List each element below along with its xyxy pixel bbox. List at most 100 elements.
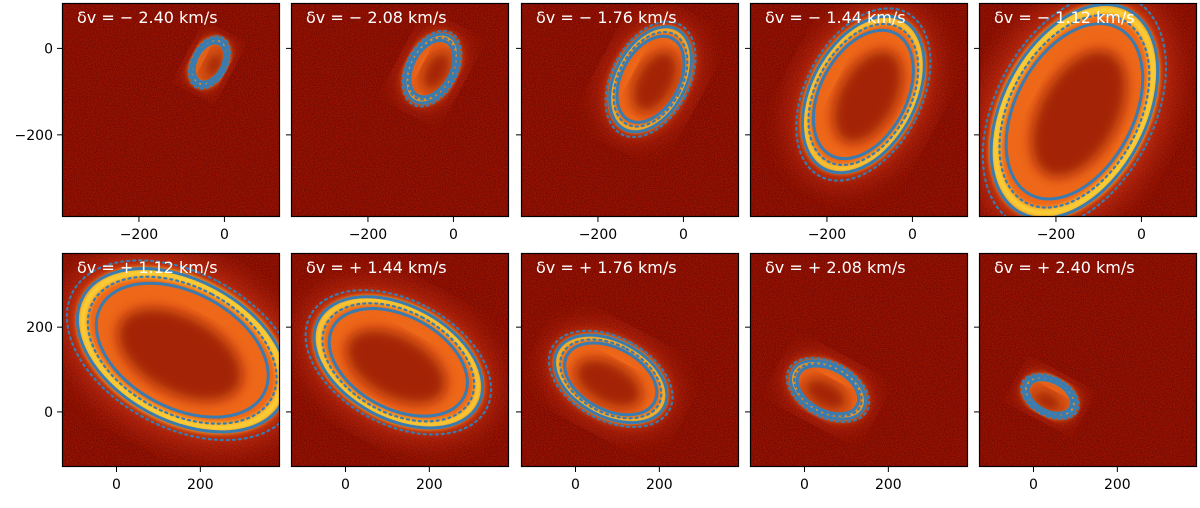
image-noise (291, 3, 509, 217)
emission-blob (62, 253, 280, 449)
x-tick-label: −200 (579, 227, 617, 243)
model-curve-dotted-outer (547, 329, 674, 429)
cavity (117, 307, 243, 402)
panel-frame (290, 252, 510, 468)
model-curve-outer (789, 359, 867, 421)
x-tick-label: −200 (808, 227, 846, 243)
panel-title: δv = + 2.08 km/s (765, 258, 906, 277)
panel-red-2: δv = + 1.44 km/s 0 200 (286, 252, 510, 493)
image-noise (979, 253, 1197, 467)
x-tick-label: 0 (1029, 477, 1038, 493)
model-curve-outer (403, 32, 461, 105)
model-curve-dotted-outer (65, 259, 280, 442)
x-tick-label: −200 (120, 227, 158, 243)
model-curve-dotted-inner (86, 275, 278, 425)
x-tick-label: 0 (341, 477, 350, 493)
y-tick-label: −200 (15, 128, 53, 144)
panel-frame (520, 2, 740, 218)
panel-title: δv = − 1.44 km/s (765, 8, 906, 27)
cavity (574, 358, 642, 409)
model-curve-dotted-outer (401, 29, 463, 108)
emission-rim (609, 26, 692, 132)
panel-title: δv = + 1.12 km/s (77, 258, 218, 277)
model-curve-inner (94, 281, 270, 419)
cavity (421, 50, 452, 92)
image-noise (62, 3, 280, 217)
panel-frame (520, 252, 740, 468)
model-curve-dotted-outer (1020, 372, 1080, 421)
model-curve-inner (327, 307, 469, 418)
model-curve-dotted-outer (795, 7, 932, 182)
cavity (803, 377, 848, 411)
model-curves (981, 3, 1168, 217)
cavity (345, 329, 447, 405)
model-curves (785, 356, 871, 424)
panel-title: δv = − 2.08 km/s (306, 8, 447, 27)
model-curve-inner (615, 34, 686, 124)
emission-rim (801, 16, 925, 173)
model-curves (304, 289, 493, 436)
panel-red-5: δv = + 2.40 km/s 0 200 (974, 252, 1198, 493)
model-curve-inner (1004, 22, 1145, 201)
model-curve-outer (1022, 374, 1078, 419)
model-curve-outer (989, 3, 1160, 217)
x-tick-label: 0 (220, 227, 229, 243)
x-tick-label: 0 (1137, 227, 1146, 243)
panel-frame (61, 252, 281, 468)
panel-frame (61, 2, 281, 218)
panel-frame (749, 252, 969, 468)
panel-grid: δv = − 2.40 km/s −200 0 0 −200 δv = − 2.08 km… (15, 2, 1198, 493)
panel-title: δv = − 2.40 km/s (77, 8, 218, 27)
panel-red-4: δv = + 2.08 km/s 0 200 (745, 252, 969, 493)
x-tick-label: 0 (908, 227, 917, 243)
emission-rim (314, 295, 483, 429)
model-curve-dotted-inner (998, 14, 1151, 209)
model-curve-dotted-inner (191, 39, 228, 86)
emission-rim (990, 4, 1159, 217)
model-curves (547, 329, 674, 429)
panel-title: δv = + 1.76 km/s (536, 258, 677, 277)
emission-rim (77, 267, 280, 433)
panel-blue-4: δv = − 1.44 km/s −200 0 (745, 2, 969, 243)
emission-blob (979, 3, 1176, 217)
panel-title: δv = + 1.44 km/s (306, 258, 447, 277)
model-curve-inner (563, 341, 659, 417)
model-curve-dotted-inner (793, 362, 863, 418)
x-tick-label: 200 (187, 477, 214, 493)
x-tick-label: 0 (571, 477, 580, 493)
model-curve-outer (553, 333, 669, 425)
y-tick-label: 0 (44, 405, 53, 421)
model-curve-dotted-inner (807, 22, 920, 167)
model-curve-dotted-outer (304, 289, 493, 436)
model-curve-inner (192, 41, 227, 84)
panel-red-3: δv = + 1.76 km/s 0 200 (516, 252, 740, 493)
x-tick-label: 0 (112, 477, 121, 493)
model-curve-dotted-inner (1025, 377, 1075, 416)
x-tick-label: −200 (1037, 227, 1075, 243)
image-noise (750, 253, 968, 467)
model-curve-outer (312, 295, 485, 430)
y-tick-label: 200 (26, 320, 53, 336)
panel-frame (978, 2, 1198, 218)
model-curves (65, 259, 280, 442)
model-curve-dotted-inner (612, 30, 689, 128)
model-curve-inner (1026, 378, 1073, 415)
model-curves (187, 35, 232, 90)
model-curve-dotted-outer (187, 35, 232, 90)
panel-title: δv = − 1.76 km/s (536, 8, 677, 27)
cavity (631, 50, 679, 113)
model-curve-dotted-outer (604, 20, 697, 139)
x-tick-label: 200 (875, 477, 902, 493)
panel-title: δv = + 2.40 km/s (994, 258, 1135, 277)
panel-frame (290, 2, 510, 218)
model-curves (604, 20, 697, 139)
model-curves (401, 29, 463, 108)
model-curve-dotted-outer (981, 3, 1168, 217)
panel-frame (978, 252, 1198, 468)
emission-rim (554, 334, 667, 424)
x-tick-label: 200 (416, 477, 443, 493)
model-curve-outer (75, 267, 280, 434)
panel-blue-3: δv = − 1.76 km/s −200 0 (516, 2, 740, 243)
emission-blob (300, 283, 497, 442)
